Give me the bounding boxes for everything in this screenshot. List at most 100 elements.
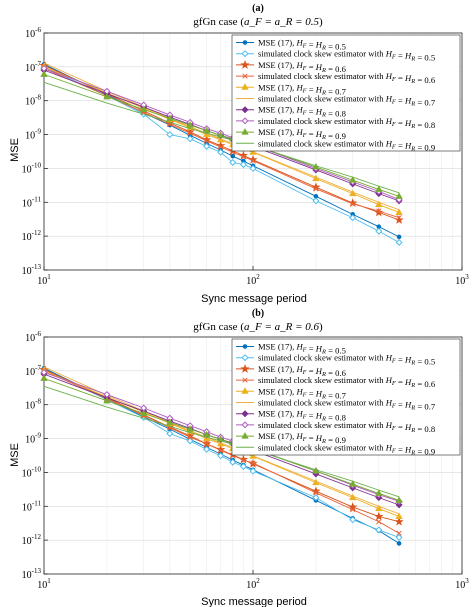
y-tick-label: 10-6 bbox=[25, 330, 41, 344]
panel-b-y-axis-label: MSE bbox=[9, 443, 21, 467]
data-point bbox=[239, 462, 247, 470]
legend-entry: MSE (17), HF = HR = 0.5 bbox=[236, 342, 346, 356]
chart-panel-a: (a) gfGn case (a_F = a_R = 0.5) 101 102 10… bbox=[9, 3, 469, 305]
x-tick-label: 103 bbox=[455, 577, 469, 591]
legend-entry: simulated clock skew estimator with HF =… bbox=[236, 116, 435, 130]
y-tick-label: 10-10 bbox=[22, 465, 42, 479]
x-tick-label: 102 bbox=[246, 577, 260, 591]
data-point bbox=[374, 511, 384, 521]
data-point bbox=[395, 192, 403, 199]
series-line-4 bbox=[43, 370, 400, 517]
data-point bbox=[187, 434, 193, 440]
series-line-2 bbox=[43, 369, 400, 523]
series-line-3 bbox=[43, 67, 400, 219]
panel-a-title-math: a_F = a_R = 0.5 bbox=[244, 16, 320, 28]
data-point bbox=[395, 512, 403, 519]
chart-panel-b: (b) gfGn case (a_F = a_R = 0.6) 101 102 10… bbox=[9, 308, 469, 607]
y-tick-label: 10-13 bbox=[22, 263, 42, 277]
legend-label-1: simulated clock skew estimator with HF =… bbox=[258, 49, 435, 63]
legend-label-8: MSE (17), HF = HR = 0.9 bbox=[258, 431, 346, 445]
data-point bbox=[186, 135, 194, 143]
data-point bbox=[203, 142, 211, 150]
data-point bbox=[350, 201, 356, 207]
y-tick-label: 10-12 bbox=[22, 229, 42, 243]
data-point bbox=[249, 467, 257, 475]
y-tick-label: 10-8 bbox=[25, 398, 41, 412]
data-point bbox=[229, 158, 237, 166]
legend-label-6: MSE (17), HF = HR = 0.8 bbox=[258, 105, 346, 119]
legend-swatch-marker bbox=[240, 60, 250, 69]
data-point bbox=[166, 131, 174, 139]
data-point bbox=[103, 396, 111, 404]
y-tick-labels: 10-13 10-12 10-11 10-10 10-9 10-8 10-7 10-6 bbox=[22, 26, 48, 277]
data-point bbox=[395, 496, 403, 503]
data-point bbox=[186, 121, 194, 128]
data-point bbox=[312, 494, 320, 502]
data-point bbox=[240, 457, 247, 463]
x-tick-label: 101 bbox=[37, 577, 51, 591]
legend-entry: simulated clock skew estimator with HF =… bbox=[236, 375, 436, 389]
data-point bbox=[250, 460, 256, 466]
panel-a-x-axis-label: Sync message period bbox=[201, 293, 307, 305]
legend-swatch-marker bbox=[240, 364, 250, 373]
legend-entry: MSE (17), HF = HR = 0.6 bbox=[236, 364, 347, 378]
legend-entry: MSE (17), HF = HR = 0.7 bbox=[236, 82, 347, 96]
legend-entry: simulated clock skew estimator with HF =… bbox=[236, 353, 435, 367]
data-point bbox=[375, 200, 383, 208]
y-tick-label: 10-9 bbox=[25, 432, 41, 446]
data-point bbox=[376, 519, 382, 525]
y-tick-label: 10-10 bbox=[22, 161, 42, 175]
data-point bbox=[166, 418, 174, 425]
y-tick-label: 10-6 bbox=[25, 26, 41, 40]
legend-swatch-marker bbox=[242, 40, 248, 45]
y-tick-label: 10-9 bbox=[25, 128, 41, 142]
data-point bbox=[229, 458, 237, 466]
data-point bbox=[217, 447, 224, 453]
panel-b-title-math: a_F = a_R = 0.6 bbox=[244, 321, 320, 333]
series-line-2 bbox=[43, 65, 400, 221]
legend-entry: MSE (17), HF = HR = 0.8 bbox=[236, 409, 346, 423]
x-tick-label: 103 bbox=[455, 273, 469, 287]
data-point bbox=[166, 114, 174, 121]
legend-swatch-marker bbox=[241, 354, 249, 362]
legend-label-3: simulated clock skew estimator with HF =… bbox=[258, 71, 436, 85]
series-line-1 bbox=[43, 66, 400, 243]
legend-swatch-marker bbox=[242, 344, 248, 349]
panel-b-title-text: gfGn case ( bbox=[193, 321, 244, 333]
series-line-9 bbox=[43, 81, 400, 194]
panel-a-y-axis-label: MSE bbox=[9, 138, 21, 162]
panel-b-x-axis-label: Sync message period bbox=[201, 596, 307, 607]
legend-entry: simulated clock skew estimator with HF =… bbox=[236, 138, 435, 152]
data-point bbox=[396, 215, 402, 221]
data-point bbox=[394, 516, 404, 526]
data-point bbox=[230, 153, 236, 159]
data-point bbox=[375, 504, 383, 512]
series-line-9 bbox=[43, 385, 400, 498]
y-tick-label: 10-11 bbox=[22, 499, 42, 513]
legend-swatch-marker bbox=[241, 128, 249, 135]
x-tick-labels: 101 102 103 bbox=[37, 266, 469, 287]
data-point bbox=[396, 234, 402, 240]
data-point bbox=[40, 374, 48, 381]
legend-label-9: simulated clock skew estimator with HF =… bbox=[258, 442, 435, 456]
data-point bbox=[396, 530, 402, 536]
panel-b-title: gfGn case (a_F = a_R = 0.6) bbox=[193, 321, 323, 333]
legend-label-2: MSE (17), HF = HR = 0.6 bbox=[258, 60, 347, 74]
legend-swatch-marker bbox=[241, 410, 249, 418]
legend-label-7: simulated clock skew estimator with HF =… bbox=[258, 420, 435, 434]
data-point bbox=[395, 501, 403, 509]
legend-label-6: MSE (17), HF = HR = 0.8 bbox=[258, 409, 346, 423]
legend-label-9: simulated clock skew estimator with HF =… bbox=[258, 138, 435, 152]
legend-label-0: MSE (17), HF = HR = 0.5 bbox=[258, 38, 346, 52]
legend-label-5: simulated clock skew estimator with HF =… bbox=[258, 94, 436, 108]
data-point bbox=[239, 161, 247, 169]
data-point bbox=[313, 490, 319, 496]
y-tick-label: 10-7 bbox=[25, 364, 41, 378]
legend-entry: simulated clock skew estimator with HF =… bbox=[236, 420, 435, 434]
legend-swatch-marker bbox=[241, 387, 249, 394]
data-point bbox=[349, 493, 357, 501]
data-point bbox=[140, 409, 148, 417]
series-line-1 bbox=[43, 369, 400, 538]
data-point bbox=[186, 425, 194, 432]
